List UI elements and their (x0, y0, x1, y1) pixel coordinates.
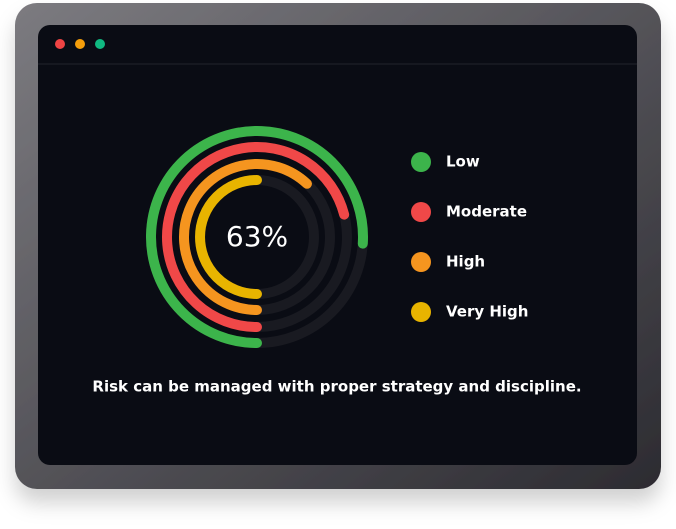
legend-swatch (411, 152, 431, 172)
legend-label: Very High (446, 303, 528, 321)
caption: Risk can be managed with proper strategy… (92, 378, 581, 396)
ring-bar (146, 126, 368, 348)
legend-swatch (411, 252, 431, 272)
chart: Low Moderate High Very High (146, 126, 528, 348)
window-close[interactable] (55, 39, 65, 49)
ring-bar (195, 175, 262, 299)
legend-label: High (446, 253, 485, 271)
center-label: 63% (226, 220, 288, 253)
legend-label: Moderate (446, 203, 527, 221)
legend-label: Low (446, 153, 480, 171)
screen (38, 25, 637, 465)
window-maximize[interactable] (95, 39, 105, 49)
legend-swatch (411, 202, 431, 222)
ring-bar (162, 142, 350, 332)
window-minimize[interactable] (75, 39, 85, 49)
legend-swatch (411, 302, 431, 322)
ring-bar (179, 159, 312, 315)
